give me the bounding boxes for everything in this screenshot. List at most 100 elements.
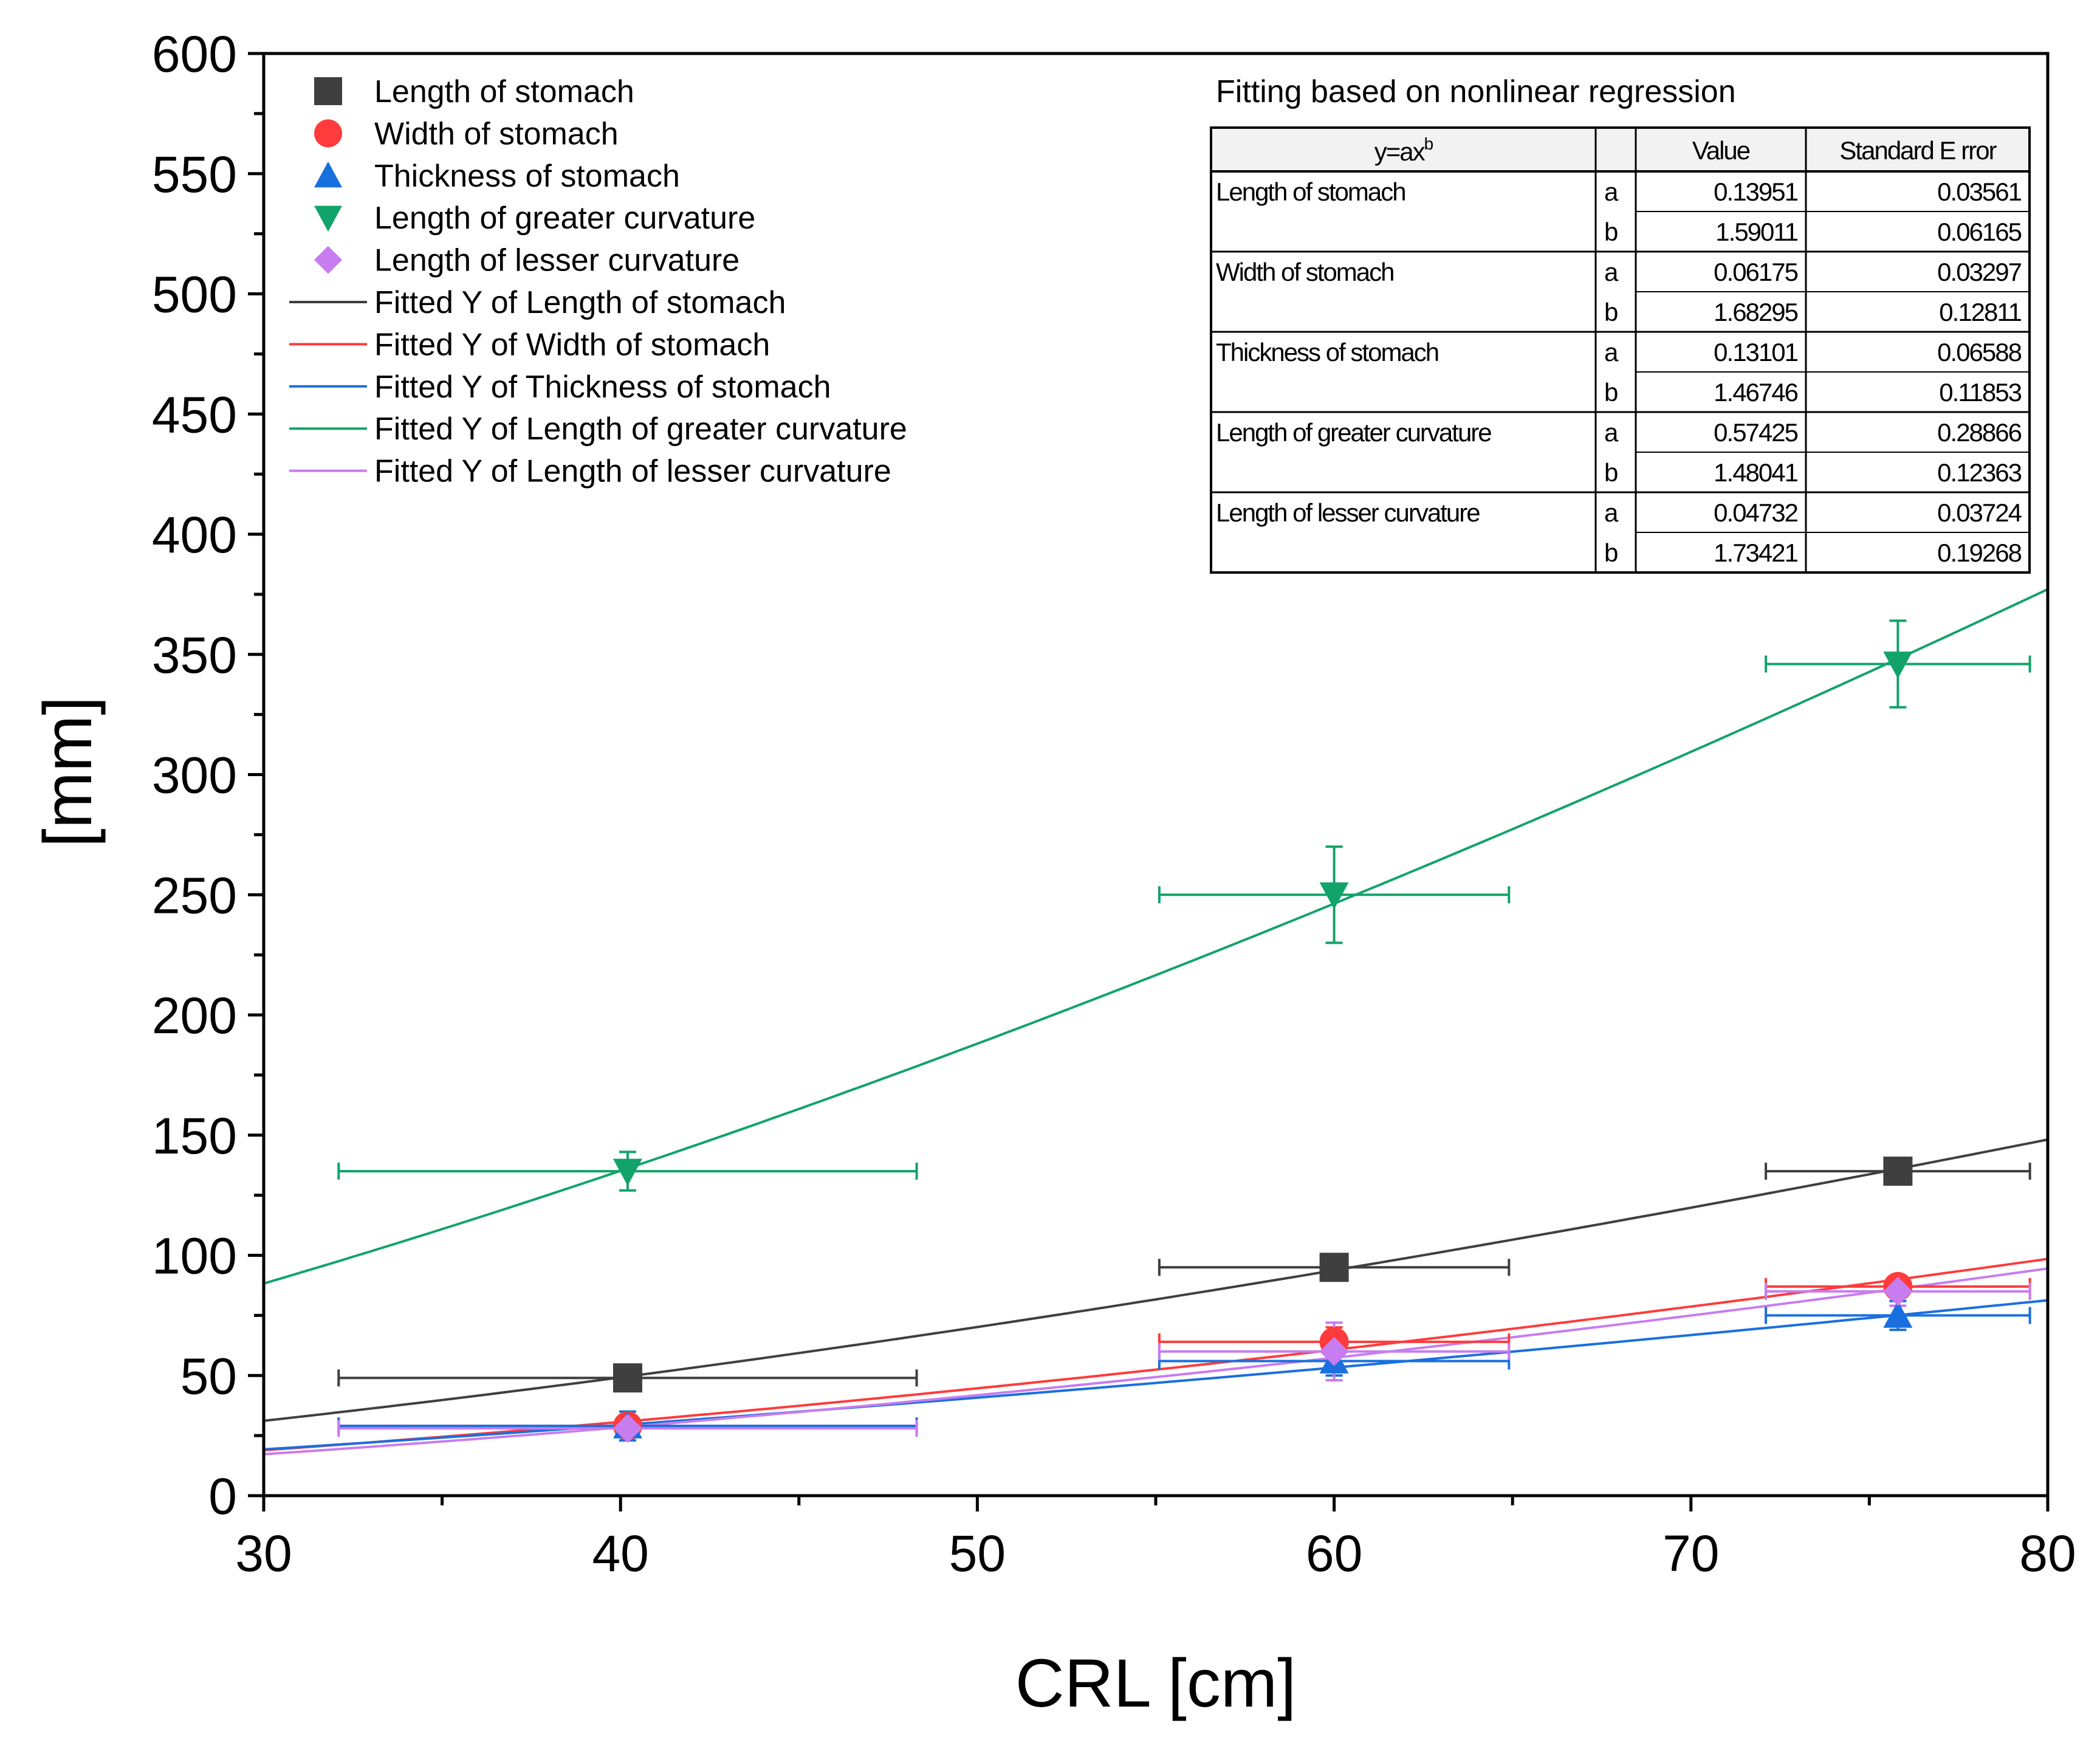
- x-tick-label: 40: [592, 1525, 648, 1582]
- equation-base: y=ax: [1374, 137, 1426, 166]
- data-point-3-2: [1883, 652, 1913, 679]
- y-tick-label: 350: [152, 627, 237, 684]
- data-markers: [612, 652, 1913, 1443]
- data-point-0-0: [612, 1363, 642, 1393]
- data-point-3-0: [612, 1158, 642, 1186]
- table-header-value: Value: [1692, 136, 1750, 165]
- x-axis-title: CRL [cm]: [1015, 1645, 1297, 1721]
- row-error: 0.12811: [1939, 298, 2021, 326]
- y-tick-label: 550: [152, 146, 237, 203]
- y-tick-label: 100: [152, 1228, 237, 1285]
- table-equation: y=axb: [1374, 134, 1433, 166]
- y-tick-label: 400: [152, 506, 237, 563]
- legend-label: Length of greater curvature: [374, 201, 755, 236]
- table-row: b 1.73421 0.19268: [1604, 538, 2023, 567]
- legend-label: Length of lesser curvature: [374, 243, 739, 278]
- row-param: a: [1604, 338, 1619, 366]
- data-point-4-0: [612, 1414, 642, 1443]
- row-label: Length of stomach: [1216, 177, 1405, 206]
- legend-label: Width of stomach: [374, 116, 619, 151]
- fit-line-0: [263, 1138, 2048, 1422]
- row-param: b: [1604, 538, 1618, 567]
- table-row: Thickness of stomach a 0.13101 0.06588: [1216, 338, 2023, 366]
- fit-parameter-table: Fitting based on nonlinear regression y=a…: [1210, 74, 2031, 574]
- row-value: 0.04732: [1714, 498, 1797, 527]
- row-value: 0.06175: [1714, 258, 1797, 286]
- table-header-bg: [1212, 129, 2028, 170]
- row-param: b: [1604, 218, 1618, 246]
- table-row: b 1.68295 0.12811: [1604, 298, 2023, 326]
- x-tick-label: 80: [2019, 1525, 2076, 1582]
- row-label: Length of lesser curvature: [1216, 498, 1480, 527]
- row-error: 0.03724: [1937, 498, 2022, 527]
- row-error: 0.03297: [1937, 258, 2021, 286]
- legend-label: Length of stomach: [374, 74, 634, 109]
- row-label: Thickness of stomach: [1216, 338, 1438, 366]
- row-error: 0.12363: [1937, 458, 2021, 487]
- data-point-3-1: [1319, 882, 1349, 910]
- x-tick-label: 50: [949, 1525, 1006, 1582]
- legend: Length of stomach Width of stomach Thickne…: [289, 74, 907, 489]
- row-error: 0.28866: [1937, 418, 2021, 447]
- legend-label: Fitted Y of Length of lesser curvature: [374, 454, 891, 489]
- row-value: 1.46746: [1714, 378, 1797, 407]
- x-tick-label: 30: [235, 1525, 292, 1582]
- row-value: 1.73421: [1714, 538, 1797, 567]
- row-param: a: [1604, 418, 1619, 447]
- y-tick-label: 250: [152, 867, 237, 924]
- row-value: 0.13101: [1714, 338, 1797, 366]
- fit-line-3: [263, 588, 2048, 1285]
- row-error: 0.19268: [1937, 538, 2021, 567]
- row-value: 0.13951: [1714, 177, 1797, 206]
- row-error: 0.03561: [1937, 177, 2021, 206]
- table-row: b 1.48041 0.12363: [1604, 458, 2023, 487]
- y-tick-label: 0: [208, 1468, 237, 1525]
- table-row: b 1.59011 0.06165: [1604, 218, 2023, 246]
- y-tick-label: 200: [152, 987, 237, 1044]
- row-param: b: [1604, 298, 1618, 326]
- data-point-0-1: [1319, 1253, 1349, 1282]
- equation-exponent: b: [1424, 134, 1433, 153]
- x-tick-label: 60: [1306, 1525, 1362, 1582]
- table-title: Fitting based on nonlinear regression: [1216, 74, 1736, 109]
- x-tick-label: 70: [1662, 1525, 1719, 1582]
- row-value: 0.57425: [1714, 418, 1797, 447]
- row-value: 1.68295: [1714, 298, 1797, 326]
- legend-label: Thickness of stomach: [374, 159, 680, 194]
- legend-marker-2: [314, 161, 342, 188]
- table-row: Width of stomach a 0.06175 0.03297: [1216, 258, 2023, 286]
- legend-marker-4: [314, 246, 342, 274]
- row-param: a: [1604, 258, 1619, 286]
- row-param: b: [1604, 378, 1618, 407]
- row-label: Width of stomach: [1216, 258, 1393, 286]
- table-row: Length of stomach a 0.13951 0.03561: [1216, 177, 2023, 206]
- row-error: 0.06588: [1937, 338, 2021, 366]
- table-row: Length of lesser curvature a 0.04732 0.0372…: [1216, 498, 2023, 527]
- table-header-error: Standard E rror: [1839, 136, 1997, 165]
- fit-line-4: [263, 1267, 2048, 1456]
- legend-marker-0: [314, 77, 342, 105]
- row-param: a: [1604, 177, 1619, 206]
- data-point-4-1: [1319, 1336, 1349, 1366]
- legend-marker-3: [314, 205, 342, 232]
- row-param: b: [1604, 458, 1618, 487]
- row-value: 1.59011: [1715, 218, 1797, 246]
- y-tick-label: 50: [180, 1347, 237, 1405]
- axes: 30 40 50 60 70 80 0 50 100 150 200 250 300 350 400 450 5…: [30, 26, 2076, 1721]
- legend-marker-1: [314, 119, 342, 148]
- legend-label: Fitted Y of Width of stomach: [374, 327, 770, 362]
- data-point-2-2: [1883, 1301, 1913, 1328]
- table-row: Length of greater curvature a 0.57425 0.288…: [1216, 418, 2023, 447]
- y-tick-label: 500: [152, 266, 237, 323]
- legend-label: Fitted Y of Length of stomach: [374, 285, 786, 320]
- y-tick-label: 300: [152, 747, 237, 804]
- legend-label: Fitted Y of Thickness of stomach: [374, 370, 831, 405]
- row-value: 1.48041: [1714, 458, 1797, 487]
- table-frame: [1210, 126, 2031, 574]
- y-tick-label: 150: [152, 1107, 237, 1164]
- row-error: 0.11853: [1939, 378, 2021, 407]
- data-point-4-2: [1883, 1276, 1913, 1306]
- table-row: b 1.46746 0.11853: [1604, 378, 2023, 407]
- y-axis-title: [mm]: [30, 696, 106, 848]
